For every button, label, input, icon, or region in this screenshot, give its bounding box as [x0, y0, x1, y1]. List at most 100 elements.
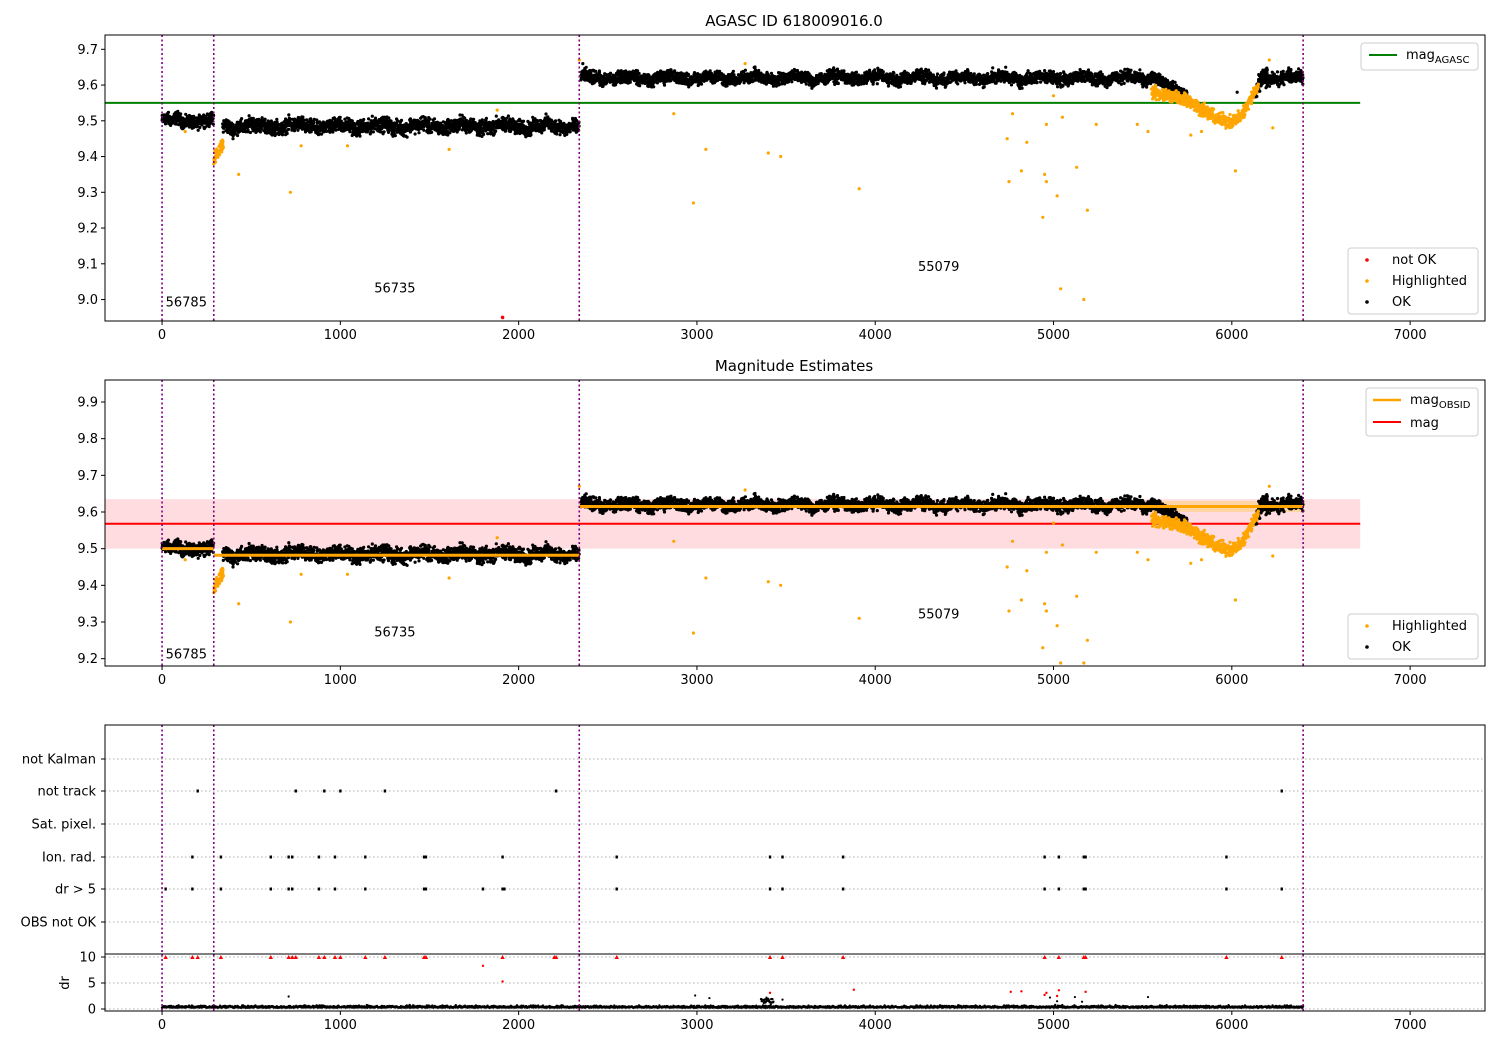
ok-point: [207, 125, 211, 129]
ok-point: [358, 134, 362, 138]
ok-point: [731, 69, 736, 73]
ok-point: [974, 82, 979, 86]
panel-1-points: [160, 58, 1305, 320]
ok-point: [179, 112, 183, 116]
ok-point: [790, 80, 794, 84]
ok-point: [565, 132, 569, 136]
ok-point: [370, 114, 374, 118]
ok-point: [302, 118, 306, 122]
ok-point: [954, 69, 958, 73]
ok-point: [422, 128, 426, 132]
ok-point: [934, 86, 939, 90]
ok-point: [608, 71, 613, 75]
ok-point: [652, 85, 656, 89]
ok-point: [804, 82, 808, 86]
ok-point: [558, 133, 562, 137]
ok-point: [832, 66, 836, 70]
ok-point: [521, 119, 526, 123]
ok-point: [247, 114, 251, 118]
ok-point: [248, 130, 252, 135]
ok-point: [312, 120, 316, 124]
ok-point: [597, 71, 602, 75]
ok-point: [472, 117, 476, 121]
ok-point: [699, 82, 704, 86]
ok-point: [486, 132, 490, 136]
ok-point: [166, 110, 170, 114]
ok-point: [963, 81, 967, 85]
ok-point: [977, 82, 982, 86]
ok-point: [864, 81, 869, 85]
ok-point: [881, 70, 885, 74]
ok-point: [753, 65, 757, 69]
ok-point: [432, 117, 437, 121]
ok-point: [584, 65, 588, 69]
ok-point: [427, 120, 431, 125]
ok-point: [371, 130, 375, 134]
ok-point: [875, 82, 879, 86]
ok-point: [169, 123, 173, 127]
ok-point: [638, 84, 642, 88]
ok-point: [464, 131, 468, 135]
ok-point: [669, 79, 673, 83]
ok-point: [231, 122, 235, 127]
ok-point: [482, 132, 486, 136]
ok-point: [275, 117, 279, 121]
ok-point: [287, 127, 291, 131]
ok-point: [174, 122, 178, 126]
ok-point: [285, 131, 289, 136]
panel-1-title: AGASC ID 618009016.0: [705, 12, 883, 30]
ok-point: [529, 133, 533, 137]
ok-point: [196, 128, 200, 132]
ok-point: [382, 130, 386, 134]
ok-point: [231, 137, 235, 141]
ok-point: [417, 131, 421, 135]
ok-point: [221, 130, 225, 134]
ok-point: [198, 125, 202, 130]
ok-point: [338, 115, 342, 119]
ok-point: [935, 72, 940, 76]
ok-point: [428, 117, 432, 121]
ok-point: [484, 116, 488, 120]
ok-point: [898, 85, 903, 89]
ok-point: [743, 68, 748, 72]
ok-point: [842, 69, 846, 73]
ok-point: [263, 117, 267, 121]
ok-point: [972, 72, 976, 76]
ok-point: [628, 80, 632, 84]
ok-point: [836, 81, 840, 86]
ok-point: [686, 72, 691, 76]
ok-point: [544, 112, 548, 116]
ok-point: [568, 130, 572, 134]
ok-point: [854, 70, 859, 74]
ok-point: [233, 132, 237, 136]
ok-point: [191, 125, 196, 130]
ok-point: [281, 133, 285, 137]
ok-point: [956, 82, 960, 86]
ok-point: [725, 84, 729, 88]
ok-point: [362, 117, 366, 122]
ok-point: [873, 68, 877, 72]
ok-point: [464, 118, 469, 123]
ok-point: [506, 114, 510, 118]
ok-point: [373, 116, 378, 120]
ok-point: [662, 83, 667, 87]
ok-point: [393, 134, 397, 138]
ok-point: [399, 118, 404, 122]
ok-point: [334, 128, 338, 132]
ok-point: [430, 130, 434, 134]
ok-point: [287, 113, 291, 117]
ok-point: [494, 114, 498, 118]
ok-point: [413, 132, 417, 136]
ok-point: [757, 68, 761, 73]
ok-point: [246, 128, 250, 132]
ok-point: [942, 71, 946, 75]
ok-point: [236, 133, 240, 138]
ok-point: [405, 135, 409, 139]
ok-point: [494, 129, 498, 133]
ok-point: [892, 71, 896, 75]
ok-point: [655, 81, 660, 85]
ok-point: [554, 119, 558, 123]
ok-point: [163, 122, 168, 126]
